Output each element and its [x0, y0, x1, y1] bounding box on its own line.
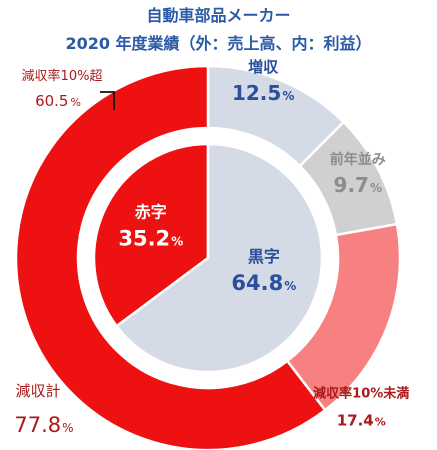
annotation-label: 減収計 — [15, 382, 60, 400]
outer-slice-4 — [14, 64, 327, 450]
outer-3-value: 17.4% — [337, 412, 386, 430]
outer-1-label: 増収 — [248, 58, 279, 76]
inner-slice-2 — [114, 142, 324, 374]
outer-4-leader-line — [100, 91, 115, 110]
inner-b-2-value: 64.8% — [231, 271, 296, 295]
outer-4-value: 60.5% — [35, 92, 81, 110]
outer-3-label: 減収率10%未満 — [313, 386, 409, 402]
chart-subtitle: 2020 年度業績（外：売上高、内：利益） — [65, 34, 372, 53]
outer-4-label: 減収率10%超 — [22, 68, 103, 84]
outer-2-value: 9.7% — [334, 173, 382, 197]
outer-2-label: 前年並み — [330, 151, 386, 168]
inner-slice-1 — [92, 142, 210, 328]
chart-title: 自動車部品メーカー — [146, 6, 291, 25]
annotation-value: 77.8% — [14, 413, 73, 437]
inner-a-1-label: 赤字 — [135, 202, 167, 221]
inner-b-2-label: 黒字 — [248, 247, 280, 266]
